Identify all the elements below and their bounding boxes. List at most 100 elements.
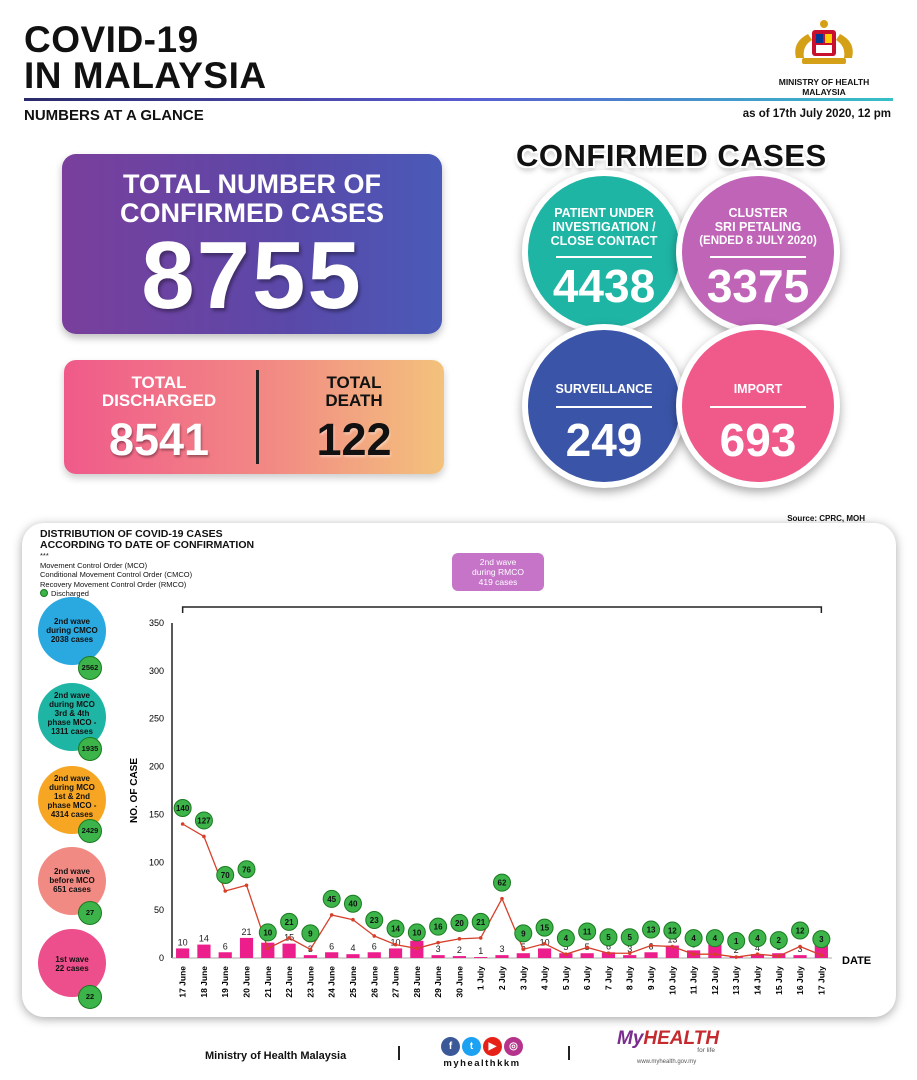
x-tick-label: 21 June — [263, 966, 273, 998]
discharged-point — [478, 936, 483, 940]
discharged-point — [266, 946, 270, 951]
discharged-point — [287, 936, 291, 940]
discharged-point — [329, 913, 334, 917]
discharged-value-label: 76 — [242, 865, 251, 874]
wave-before-mco-label: 2nd wave before MCO 651 cases — [38, 867, 106, 894]
discharged-point — [351, 917, 355, 922]
discharged-point — [776, 954, 781, 958]
discharged-bubble — [663, 921, 682, 940]
discharged-bubble — [322, 889, 341, 908]
x-tick-label: 12 July — [710, 966, 720, 995]
bar-2-july — [495, 955, 509, 958]
bar-18-june — [197, 944, 211, 958]
x-tick-label: 19 June — [220, 966, 230, 998]
discharged-point — [542, 941, 547, 946]
myhealth-logo: MyHEALTH for life www.myhealth.gov.my — [617, 1028, 727, 1065]
facebook-icon[interactable]: f — [441, 1037, 460, 1056]
discharged-point — [819, 953, 824, 957]
card-divider — [256, 370, 259, 464]
x-tick-label: 11 July — [689, 966, 699, 995]
discharged-value-label: 5 — [606, 933, 611, 942]
bar-10-july — [665, 945, 679, 958]
wave-first-line-2: 22 cases — [55, 964, 89, 973]
bar-22-june — [282, 943, 296, 958]
y-tick-label: 0 — [159, 953, 164, 963]
discharged-value-label: 1 — [734, 937, 739, 946]
discharged-point — [755, 952, 760, 956]
social-icons: f t ▶ ◎ — [434, 1036, 530, 1056]
bar-value-label: 13 — [667, 935, 677, 945]
twitter-icon[interactable]: t — [462, 1037, 481, 1056]
discharged-bubble — [450, 913, 469, 932]
bar-29-june — [431, 955, 445, 958]
discharged-bubble — [599, 928, 618, 947]
y-tick-label: 50 — [154, 905, 164, 915]
wave-circle-cmco: 2nd wave during CMCO 2038 cases — [38, 597, 106, 665]
import-value: 693 — [719, 414, 797, 466]
wave-mco12-line-4: phase MCO - — [47, 801, 97, 810]
discharged-death-card: TOTAL DISCHARGED 8541 TOTAL DEATH 122 — [64, 360, 444, 474]
x-tick-label: 2 July — [497, 966, 507, 990]
discharged-point — [457, 937, 462, 941]
wave-first-line-1: 1st wave — [55, 955, 89, 964]
death-label-line-2: DEATH — [325, 391, 383, 410]
discharged-bubble — [493, 873, 511, 892]
discharged-point — [627, 951, 632, 956]
x-tick-label: 16 July — [795, 966, 805, 995]
coat-of-arms-icon — [795, 20, 853, 64]
x-tick-label: 4 July — [540, 966, 550, 990]
discharged-value-label: 5 — [628, 933, 633, 942]
x-tick-label: 30 June — [454, 966, 464, 998]
x-tick-label: 15 July — [774, 966, 784, 995]
puic-label-line-1: PATIENT UNDER — [554, 206, 654, 220]
discharged-point — [372, 934, 377, 938]
discharged-value-label: 140 — [176, 804, 190, 813]
title-line-1: COVID-19 — [24, 19, 199, 60]
discharged-value-label: 16 — [434, 923, 443, 932]
legend-mco: Movement Control Order (MCO) — [40, 560, 148, 570]
discharged-bubble — [216, 866, 235, 884]
discharged-bubble — [642, 920, 661, 939]
discharged-label: TOTAL DISCHARGED — [64, 374, 254, 410]
title-line-2: IN MALAYSIA — [24, 55, 267, 96]
total-label-line-1: TOTAL NUMBER OF — [123, 169, 381, 199]
wave-first-discharged: 22 — [78, 985, 102, 1009]
distribution-chart-panel: 0 50 100 150 200 250 300 350 NO. OF CASE DATE 10 14… — [22, 523, 896, 1017]
bar-value-label: 6 — [223, 941, 228, 951]
social-links: f t ▶ ◎ myhealthkkm — [434, 1036, 530, 1069]
discharged-bubble — [769, 931, 788, 950]
x-tick-label: 17 June — [178, 966, 188, 998]
discharged-bubble — [684, 929, 703, 948]
x-tick-label: 20 June — [242, 966, 252, 998]
chart-title: DISTRIBUTION OF COVID-19 CASES ACCORDING… — [40, 529, 254, 551]
cluster-label: CLUSTER SRI PETALING (ENDED 8 JULY 2020) — [682, 206, 834, 248]
bar-value-label: 10 — [178, 937, 188, 947]
surveillance-label: SURVEILLANCE — [555, 382, 653, 396]
wave-mco12-line-2: during MCO — [49, 783, 95, 792]
y-tick-label: 250 — [149, 714, 164, 724]
bar-value-label: 5 — [563, 942, 568, 952]
logo-url: www.myhealth.gov.my — [637, 1059, 697, 1065]
bar-17-june — [176, 948, 190, 958]
import-circle: IMPORT 693 — [676, 324, 840, 488]
discharged-point — [649, 943, 653, 948]
wave-mco34-discharged: 1935 — [78, 737, 102, 761]
discharged-bubble — [258, 923, 277, 942]
discharged-point — [436, 940, 440, 945]
rmco-bracket — [181, 606, 823, 613]
instagram-icon[interactable]: ◎ — [504, 1037, 523, 1056]
bar-value-label: 6 — [329, 941, 334, 951]
bar-value-label: 4 — [350, 943, 355, 953]
discharged-bubble — [280, 912, 299, 931]
y-tick-label: 100 — [149, 857, 164, 867]
chart-title-line-1: DISTRIBUTION OF COVID-19 CASES — [40, 528, 223, 540]
discharged-bubble — [791, 921, 810, 940]
legend-cmco: Conditional Movement Control Order (CMCO… — [40, 570, 193, 579]
bar-value-label: 5 — [521, 942, 526, 952]
youtube-icon[interactable]: ▶ — [483, 1037, 502, 1056]
discharged-point — [180, 822, 185, 826]
bar-16-july — [793, 955, 807, 958]
puic-label-line-2: INVESTIGATION / — [552, 220, 656, 234]
discharged-value: 8541 — [108, 414, 210, 465]
logo-my: My — [617, 1028, 644, 1049]
